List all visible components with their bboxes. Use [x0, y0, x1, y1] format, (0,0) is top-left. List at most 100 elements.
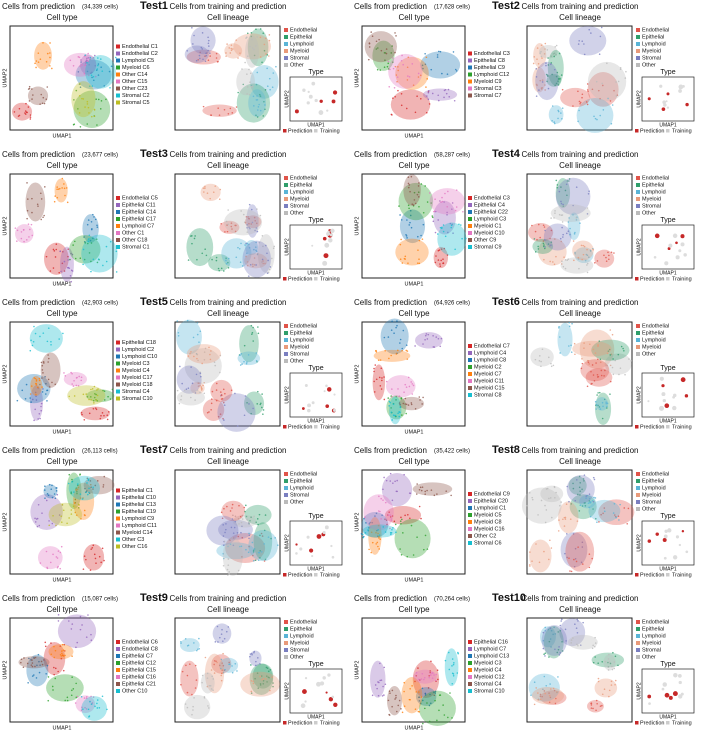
- legend-label: Stromal: [642, 55, 661, 61]
- legend-label: Other: [290, 499, 304, 505]
- cell-dot: [424, 185, 426, 187]
- cell-dot: [20, 661, 22, 664]
- cell-dot: [545, 62, 547, 64]
- cell-dot: [418, 488, 421, 491]
- cell-dot: [95, 69, 98, 71]
- legend-swatch: [284, 197, 288, 201]
- cell-dot: [49, 42, 51, 44]
- cell-dot: [451, 208, 453, 210]
- legend-swatch: [116, 245, 120, 249]
- cell-dot: [246, 252, 248, 255]
- cell-dot: [195, 373, 198, 376]
- cell-dot: [88, 715, 91, 717]
- cell-dot: [441, 72, 443, 75]
- cell-dot: [461, 237, 463, 240]
- cell-dot: [210, 669, 213, 671]
- legend-swatch: [284, 641, 288, 645]
- legend-swatch: [116, 689, 120, 693]
- cell-dot: [31, 197, 33, 200]
- cell-dot: [246, 361, 248, 363]
- legend-swatch: [284, 331, 288, 335]
- cell-dot: [647, 694, 652, 699]
- cell-dot: [225, 259, 227, 262]
- type-legend-label: Training: [672, 424, 692, 430]
- cell-dot: [211, 258, 213, 261]
- cell-dot: [30, 664, 33, 666]
- cell-dot: [262, 680, 265, 682]
- cell-dot: [396, 76, 399, 78]
- cell-dot: [430, 68, 433, 71]
- cell-dot: [611, 333, 614, 336]
- cell-dot: [248, 222, 250, 225]
- cell-dot: [588, 493, 591, 495]
- cell-dot: [251, 541, 254, 544]
- legend-swatch: [116, 523, 120, 528]
- cell-dot: [39, 562, 42, 564]
- cell-dot: [550, 229, 553, 232]
- cell-dot: [568, 557, 570, 559]
- cell-dot: [70, 492, 73, 495]
- cell-dot: [254, 664, 257, 667]
- cell-dot: [56, 566, 59, 569]
- cell-dot: [579, 490, 581, 493]
- cell-dot: [199, 372, 202, 375]
- legend-swatch: [636, 176, 640, 180]
- cell-dot: [97, 388, 99, 390]
- cell-dot: [238, 504, 240, 507]
- cell-dot: [195, 679, 198, 681]
- cell-dot: [435, 336, 438, 338]
- cell-dot: [572, 533, 575, 535]
- cell-dot: [106, 708, 108, 711]
- cell-dot: [425, 56, 428, 59]
- left-subtitle: Cell type: [46, 13, 78, 22]
- cell-dot: [421, 64, 424, 67]
- cell-dot: [43, 362, 45, 364]
- cluster: [540, 485, 564, 503]
- cell-dot: [545, 73, 548, 76]
- left-title: Cells from prediction: [354, 2, 427, 11]
- cluster: [386, 395, 407, 420]
- cell-dot: [594, 117, 597, 120]
- cell-dot: [51, 685, 54, 688]
- cell-dot: [435, 255, 437, 257]
- legend-swatch: [116, 354, 120, 359]
- cell-dot: [583, 347, 585, 349]
- cell-dot: [202, 58, 204, 61]
- cell-dot: [66, 266, 69, 269]
- cluster: [40, 352, 61, 388]
- cell-dot: [574, 252, 576, 255]
- legend-swatch: [636, 352, 640, 356]
- cell-dot: [204, 185, 206, 188]
- cell-dot: [71, 623, 74, 625]
- test-title: Test5: [140, 296, 168, 308]
- cell-dot: [424, 338, 426, 341]
- cluster: [413, 669, 437, 684]
- cluster: [579, 329, 615, 369]
- cell-dot: [73, 379, 75, 382]
- cell-dot: [598, 521, 600, 523]
- cell-dot: [215, 52, 218, 55]
- cell-dot: [73, 123, 76, 126]
- umap-box: [174, 469, 281, 575]
- left-title: Cells from prediction: [2, 2, 75, 11]
- cell-dot: [554, 210, 556, 212]
- cell-dot: [441, 226, 443, 229]
- cell-dot: [408, 385, 411, 388]
- cell-dot: [239, 52, 241, 54]
- cluster: [403, 174, 421, 206]
- legend-swatch: [468, 499, 472, 503]
- type-x-label: UMAP1: [307, 566, 324, 572]
- cell-dot: [217, 107, 219, 109]
- cell-dot: [67, 482, 70, 485]
- cell-dot: [583, 342, 585, 344]
- cell-dot: [454, 248, 456, 251]
- legend-swatch: [635, 721, 639, 725]
- legend-label: Epithelial C12: [122, 660, 156, 666]
- cell-dot: [405, 235, 408, 237]
- cell-dot: [365, 522, 367, 524]
- cell-dot: [416, 193, 419, 196]
- cell-dot: [44, 641, 47, 644]
- legend-swatch: [116, 217, 120, 221]
- cell-dot: [398, 402, 401, 404]
- cell-dot: [613, 667, 616, 670]
